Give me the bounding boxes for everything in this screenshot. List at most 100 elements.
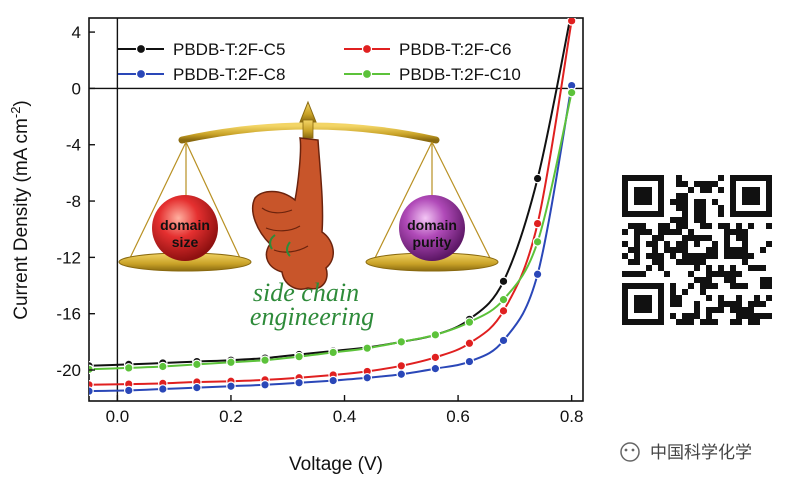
left-ball-line1: domain	[160, 217, 210, 233]
qr-module	[748, 223, 754, 229]
series-2-point	[532, 218, 543, 229]
series-2-point	[464, 338, 475, 349]
series-4-point	[498, 294, 509, 305]
qr-module	[688, 235, 694, 241]
qr-module	[706, 295, 712, 301]
qr-module	[664, 223, 670, 229]
series-2-point	[498, 306, 509, 316]
qr-module	[628, 223, 634, 229]
series-3-point	[362, 372, 373, 383]
series-4-point	[362, 343, 373, 353]
qr-module	[766, 313, 772, 319]
qr-module	[676, 247, 682, 253]
series-4-point	[532, 237, 543, 247]
x-tick-label: 0.6	[446, 407, 470, 426]
y-tick-label: -12	[56, 248, 81, 267]
qr-module	[652, 241, 658, 247]
qr-module	[670, 289, 676, 295]
qr-module	[736, 319, 742, 325]
qr-module	[730, 247, 736, 253]
qr-module	[664, 271, 670, 277]
series-4-point	[192, 359, 202, 370]
qr-module	[742, 247, 748, 253]
left-string	[185, 141, 241, 259]
series-2-point	[566, 18, 577, 26]
y-axis-title-superscript: -2	[8, 107, 23, 119]
qr-module	[676, 199, 682, 205]
qr-module	[676, 241, 682, 247]
qr-module	[622, 241, 628, 247]
series-1-point	[567, 7, 575, 15]
qr-module	[628, 247, 634, 253]
qr-module	[700, 205, 706, 211]
qr-module	[634, 247, 640, 253]
qr-module	[694, 205, 700, 211]
legend-label: PBDB-T:2F-C8	[173, 65, 285, 84]
qr-module	[700, 319, 706, 325]
qr-module	[640, 229, 646, 235]
qr-module	[676, 259, 682, 265]
qr-module	[736, 307, 742, 313]
qr-module	[736, 223, 742, 229]
scale-illustration: domain size domain purity side chain eng…	[118, 100, 499, 331]
series-4-point	[430, 330, 441, 340]
series-1-point	[498, 276, 509, 287]
qr-module	[700, 211, 706, 217]
qr-module	[682, 211, 688, 217]
wechat-icon-eye	[631, 448, 635, 452]
qr-module	[754, 295, 760, 301]
qr-module	[736, 253, 742, 259]
y-tick-label: -16	[56, 305, 81, 324]
qr-code[interactable]	[618, 171, 776, 329]
qr-module	[724, 271, 730, 277]
domain-purity-ball	[399, 195, 465, 261]
qr-module	[676, 175, 682, 181]
series-line-1	[89, 18, 572, 367]
qr-module	[688, 313, 694, 319]
qr-module	[682, 199, 688, 205]
qr-module	[766, 223, 772, 229]
legend-label: PBDB-T:2F-C5	[173, 40, 285, 59]
series-1-point	[532, 173, 543, 184]
qr-module	[706, 187, 712, 193]
series-2-point	[430, 352, 441, 363]
qr-module	[700, 283, 706, 289]
qr-module	[676, 181, 682, 187]
qr-module	[706, 253, 712, 259]
legend-label: PBDB-T:2F-C6	[399, 40, 511, 59]
qr-module	[736, 271, 742, 277]
qr-module	[700, 289, 706, 295]
qr-module	[706, 283, 712, 289]
qr-module	[730, 283, 736, 289]
qr-module	[634, 223, 640, 229]
qr-module	[742, 229, 748, 235]
domain-size-ball	[152, 195, 218, 261]
qr-module	[694, 217, 700, 223]
qr-module	[676, 301, 682, 307]
qr-module	[670, 217, 676, 223]
qr-module	[724, 235, 730, 241]
qr-module	[664, 241, 670, 247]
qr-module	[730, 277, 736, 283]
qr-module	[670, 295, 676, 301]
qr-module	[712, 247, 718, 253]
qr-module	[760, 247, 766, 253]
qr-module	[736, 229, 742, 235]
qr-module	[718, 211, 724, 217]
qr-module	[694, 265, 700, 271]
right-string	[431, 141, 491, 259]
qr-module	[712, 307, 718, 313]
qr-module	[766, 283, 772, 289]
series-3-point	[430, 363, 441, 374]
qr-module	[682, 193, 688, 199]
qr-module	[724, 277, 730, 283]
qr-module	[760, 277, 766, 283]
qr-module	[760, 283, 766, 289]
qr-module	[640, 271, 646, 277]
qr-module	[670, 253, 676, 259]
series-3-point	[226, 381, 236, 392]
qr-module	[712, 181, 718, 187]
legend: PBDB-T:2F-C5 PBDB-T:2F-C6 PBDB-T:2F-C8 PBDB…	[118, 40, 521, 84]
qr-module	[652, 253, 658, 259]
